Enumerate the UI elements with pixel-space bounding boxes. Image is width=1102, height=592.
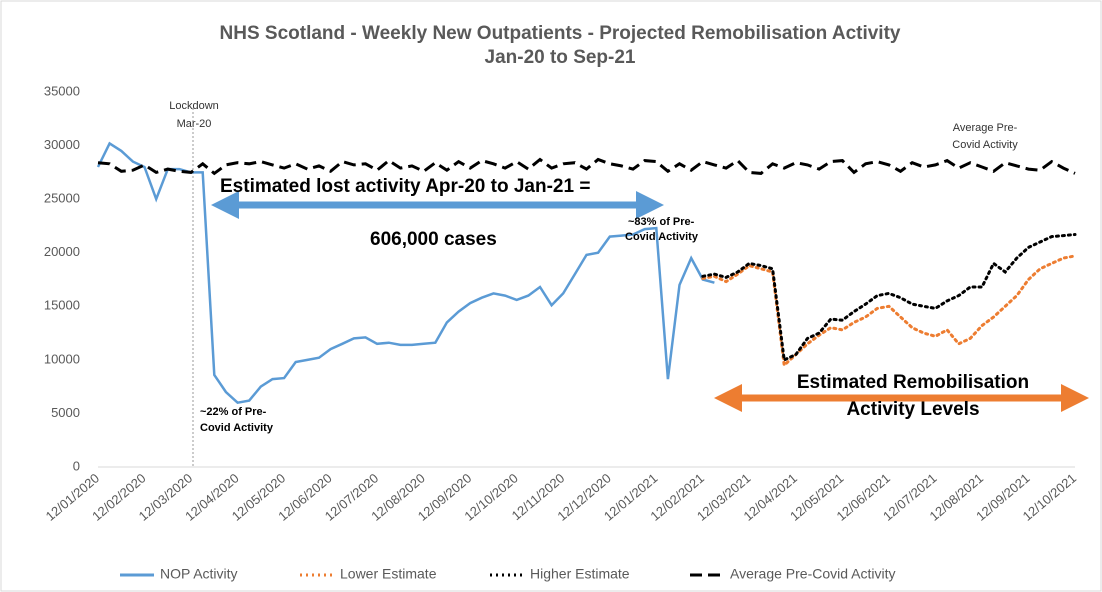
y-tick-label: 5000 bbox=[51, 405, 80, 420]
annotation: 606,000 cases bbox=[370, 229, 497, 250]
series-line bbox=[701, 233, 1077, 363]
annotation: Average Pre- bbox=[953, 122, 1018, 134]
annotation: Covid Activity bbox=[952, 139, 1018, 151]
legend-label: Higher Estimate bbox=[530, 566, 630, 582]
annotation: Estimated lost activity Apr-20 to Jan-21… bbox=[220, 176, 590, 197]
y-tick-label: 20000 bbox=[44, 244, 80, 259]
annotation: Covid Activity bbox=[625, 231, 699, 243]
annotation: ~22% of Pre- bbox=[200, 406, 267, 418]
annotation: Covid Activity bbox=[200, 422, 274, 434]
series-line bbox=[701, 254, 1077, 369]
legend-label: Average Pre-Covid Activity bbox=[730, 566, 895, 582]
annotation: ~83% of Pre- bbox=[628, 216, 695, 228]
y-tick-label: 35000 bbox=[44, 83, 80, 98]
y-tick-label: 25000 bbox=[44, 191, 80, 206]
chart-title: NHS Scotland - Weekly New Outpatients - … bbox=[220, 23, 901, 44]
y-tick-label: 30000 bbox=[44, 137, 80, 152]
series-line bbox=[97, 157, 1076, 176]
series-line bbox=[96, 141, 715, 405]
chart-subtitle: Jan-20 to Sep-21 bbox=[485, 47, 636, 68]
legend-label: NOP Activity bbox=[160, 566, 238, 582]
legend-label: Lower Estimate bbox=[340, 566, 437, 582]
y-tick-label: 15000 bbox=[44, 298, 80, 313]
annotation: Estimated Remobilisation bbox=[797, 372, 1029, 393]
y-tick-label: 0 bbox=[73, 458, 80, 473]
annotation: Activity Levels bbox=[846, 399, 979, 420]
y-tick-label: 10000 bbox=[44, 351, 80, 366]
annotation: Lockdown bbox=[169, 100, 219, 112]
annotation: Mar-20 bbox=[177, 118, 212, 130]
